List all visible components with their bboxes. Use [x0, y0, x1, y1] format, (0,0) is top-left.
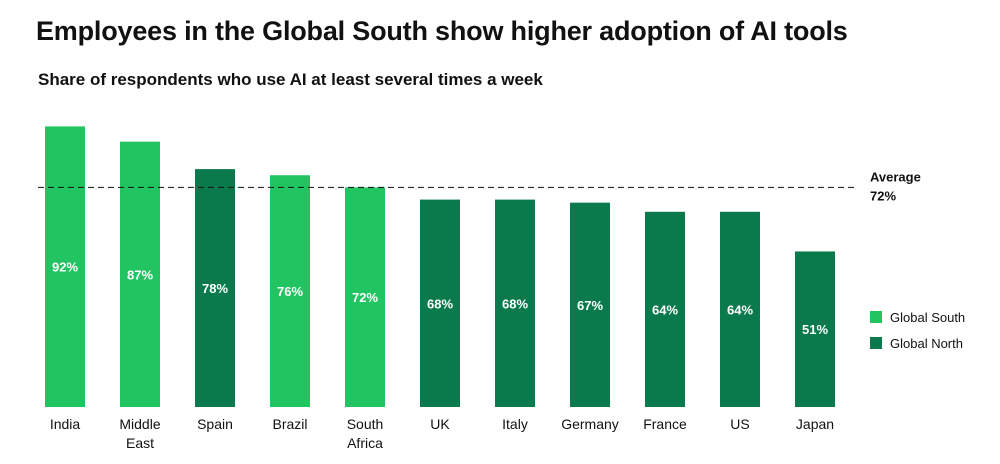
bar-italy	[495, 199, 535, 407]
bar-spain	[195, 169, 235, 407]
chart-subtitle: Share of respondents who use AI at least…	[38, 70, 543, 89]
data-label-south-africa: 72%	[352, 290, 378, 305]
data-label-italy: 68%	[502, 296, 528, 311]
data-label-brazil: 76%	[277, 284, 303, 299]
category-label-india: India	[50, 416, 81, 432]
average-value-label: 72%	[870, 188, 896, 203]
bar-middle-east	[120, 141, 160, 407]
category-label-middle-east: East	[126, 435, 154, 451]
bar-japan	[795, 251, 835, 407]
category-label-south-africa: Africa	[347, 435, 383, 451]
bar-india	[45, 126, 85, 408]
legend-item-global-south: Global South	[870, 304, 965, 330]
legend-swatch-global-south	[870, 311, 882, 323]
data-label-us: 64%	[727, 302, 753, 317]
legend: Global South Global North	[870, 304, 965, 356]
category-label-brazil: Brazil	[272, 416, 307, 432]
category-label-france: France	[643, 416, 687, 432]
category-label-germany: Germany	[561, 416, 619, 432]
data-label-japan: 51%	[802, 322, 828, 337]
data-label-middle-east: 87%	[127, 267, 153, 282]
category-label-italy: Italy	[502, 416, 528, 432]
data-label-france: 64%	[652, 302, 678, 317]
category-label-spain: Spain	[197, 416, 233, 432]
data-label-spain: 78%	[202, 281, 228, 296]
data-label-uk: 68%	[427, 296, 453, 311]
category-label-japan: Japan	[796, 416, 834, 432]
category-label-uk: UK	[430, 416, 450, 432]
category-label-us: US	[730, 416, 749, 432]
average-label: Average	[870, 169, 921, 184]
bar-south-africa	[345, 187, 385, 407]
bar-us	[720, 211, 760, 407]
chart-title: Employees in the Global South show highe…	[36, 16, 848, 46]
legend-label-global-south: Global South	[890, 309, 966, 325]
bar-brazil	[270, 175, 310, 407]
bar-uk	[420, 199, 460, 407]
legend-swatch-global-north	[870, 337, 882, 349]
category-label-south-africa: South	[347, 416, 384, 432]
legend-label-global-north: Global North	[890, 335, 963, 351]
bar-france	[645, 211, 685, 407]
data-label-germany: 67%	[577, 298, 603, 313]
data-label-india: 92%	[52, 260, 78, 275]
bar-germany	[570, 202, 610, 407]
category-label-middle-east: Middle	[119, 416, 160, 432]
legend-item-global-north: Global North	[870, 330, 965, 356]
